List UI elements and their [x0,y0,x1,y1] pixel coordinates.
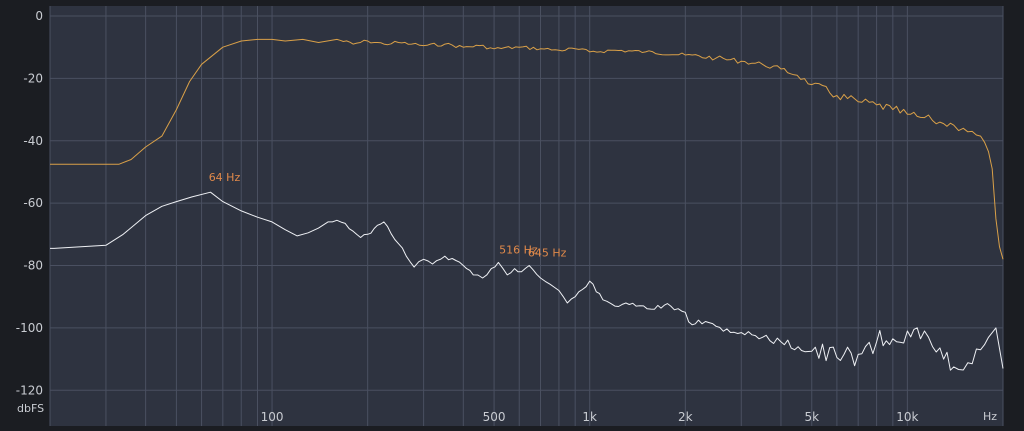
x-tick-label: 100 [261,410,284,424]
y-tick-label: -20 [23,71,43,85]
x-tick-label: 2k [678,410,693,424]
y-tick-label: -40 [23,134,43,148]
peak-label: 645 Hz [528,247,567,260]
y-tick-label: 0 [35,9,43,23]
peak-label: 64 Hz [209,171,241,184]
plot-area [50,6,1003,426]
series-layer [50,38,1004,371]
x-tick-label: 500 [483,410,506,424]
series-line-white [50,191,1004,371]
y-tick-label: -100 [16,321,43,335]
y-tick-label: -60 [23,196,43,210]
y-tick-label: -80 [23,259,43,273]
x-tick-label: 1k [582,410,597,424]
y-unit-label: dbFS [17,402,44,415]
y-axis-ticks: 0 -20 -40 -60 -80 -100 -120 [16,9,43,397]
peak-label: 516 Hz [499,243,538,256]
y-tick-label: -120 [16,383,43,397]
x-axis-ticks: 100 500 1k 2k 5k 10k [261,410,919,424]
series-line-orange [50,38,1004,260]
x-tick-label: 10k [896,410,918,424]
x-tick-label: 5k [804,410,819,424]
x-unit-label: Hz [983,410,997,423]
